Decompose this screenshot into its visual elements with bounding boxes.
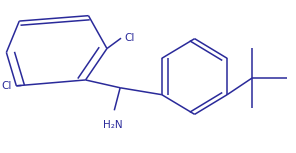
Text: Cl: Cl [124,33,134,43]
Text: Cl: Cl [1,80,12,91]
Text: H₂N: H₂N [102,120,122,130]
